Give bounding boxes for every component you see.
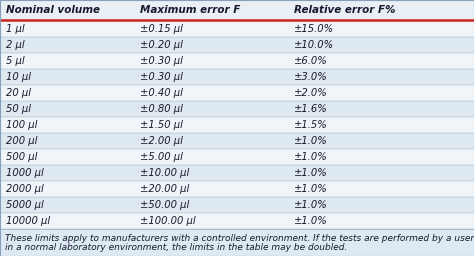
Text: 5000 μl: 5000 μl: [6, 200, 44, 210]
Text: ±50.00 μl: ±50.00 μl: [140, 200, 189, 210]
Text: ±10.0%: ±10.0%: [294, 40, 334, 50]
Bar: [0, 20, 474, 37]
Bar: [0, 69, 474, 85]
Text: 5 μl: 5 μl: [6, 56, 24, 66]
Bar: [0, 37, 474, 52]
Text: ±20.00 μl: ±20.00 μl: [140, 184, 189, 194]
Bar: [0, 213, 474, 229]
Bar: [0, 229, 474, 256]
Text: ±1.0%: ±1.0%: [294, 200, 328, 210]
Text: ±1.50 μl: ±1.50 μl: [140, 120, 182, 130]
Text: ±5.00 μl: ±5.00 μl: [140, 152, 182, 162]
Text: ±2.00 μl: ±2.00 μl: [140, 136, 182, 146]
Bar: [0, 197, 474, 213]
Text: ±0.30 μl: ±0.30 μl: [140, 56, 182, 66]
Text: ±0.80 μl: ±0.80 μl: [140, 104, 182, 114]
Text: ±1.0%: ±1.0%: [294, 136, 328, 146]
Text: ±0.30 μl: ±0.30 μl: [140, 72, 182, 82]
Bar: [0, 117, 474, 133]
Text: ±2.0%: ±2.0%: [294, 88, 328, 98]
Text: ±0.20 μl: ±0.20 μl: [140, 40, 182, 50]
Text: ±0.40 μl: ±0.40 μl: [140, 88, 182, 98]
Text: 2 μl: 2 μl: [6, 40, 24, 50]
Text: ±1.0%: ±1.0%: [294, 216, 328, 226]
Bar: [0, 165, 474, 181]
Text: 200 μl: 200 μl: [6, 136, 37, 146]
Text: ±100.00 μl: ±100.00 μl: [140, 216, 195, 226]
Bar: [0, 101, 474, 117]
Bar: [0, 52, 474, 69]
Text: ±6.0%: ±6.0%: [294, 56, 328, 66]
Text: 500 μl: 500 μl: [6, 152, 37, 162]
Text: ±3.0%: ±3.0%: [294, 72, 328, 82]
Bar: [0, 0, 474, 20]
Text: ±10.00 μl: ±10.00 μl: [140, 168, 189, 178]
Text: 2000 μl: 2000 μl: [6, 184, 44, 194]
Text: 50 μl: 50 μl: [6, 104, 31, 114]
Text: Nominal volume: Nominal volume: [6, 5, 100, 15]
Text: 10000 μl: 10000 μl: [6, 216, 50, 226]
Text: Relative error F%: Relative error F%: [294, 5, 395, 15]
Text: ±1.0%: ±1.0%: [294, 168, 328, 178]
Text: Maximum error F: Maximum error F: [140, 5, 240, 15]
Text: ±1.0%: ±1.0%: [294, 152, 328, 162]
Text: 1 μl: 1 μl: [6, 24, 24, 34]
Text: ±1.6%: ±1.6%: [294, 104, 328, 114]
Text: ±15.0%: ±15.0%: [294, 24, 334, 34]
Bar: [0, 85, 474, 101]
Text: ±1.5%: ±1.5%: [294, 120, 328, 130]
Bar: [0, 149, 474, 165]
Text: These limits apply to manufacturers with a controlled environment. If the tests : These limits apply to manufacturers with…: [5, 234, 474, 243]
Text: ±0.15 μl: ±0.15 μl: [140, 24, 182, 34]
Text: ±1.0%: ±1.0%: [294, 184, 328, 194]
Text: 20 μl: 20 μl: [6, 88, 31, 98]
Text: 10 μl: 10 μl: [6, 72, 31, 82]
Bar: [0, 181, 474, 197]
Bar: [0, 133, 474, 149]
Text: 1000 μl: 1000 μl: [6, 168, 44, 178]
Text: 100 μl: 100 μl: [6, 120, 37, 130]
Text: in a normal laboratory environment, the limits in the table may be doubled.: in a normal laboratory environment, the …: [5, 243, 347, 252]
